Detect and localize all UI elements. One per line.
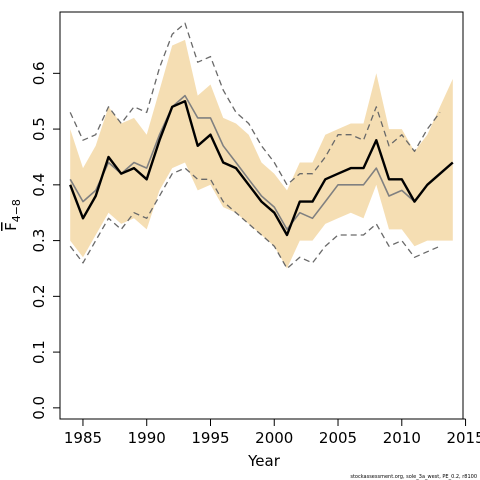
y-tick-label: 0.2 [30,284,48,308]
main-line [69,99,454,237]
y-tick-label: 0.3 [30,229,48,253]
x-tick-label: 2005 [319,429,357,447]
y-tick-label: 0.5 [30,117,48,141]
upper-dashed-line [69,22,441,186]
x-tick-label: 2000 [255,429,293,447]
svg-text:F4−8: F4−8 [2,199,23,231]
confidence-band [70,39,453,269]
x-tick-label: 1995 [191,429,229,447]
y-axis-title-subscript: 4−8 [10,199,23,222]
lower-dashed-line [69,167,441,270]
y-axis-title: F4−8 [2,199,23,231]
x-axis: 1985 1990 1995 2000 2005 2010 2015 [64,418,480,447]
secondary-line [69,94,416,231]
credit-text: stockassessment.org, sole_3a_west, PE_0.… [350,474,477,480]
x-tick-label: 1985 [64,429,102,447]
y-tick-label: 0.1 [30,340,48,364]
x-tick-label: 2015 [446,429,480,447]
y-tick-label: 0.0 [30,396,48,420]
y-tick-label: 0.4 [30,173,48,197]
x-tick-label: 2010 [383,429,421,447]
y-axis: 0.0 0.1 0.2 0.3 0.4 0.5 0.6 [30,61,61,420]
x-axis-title: Year [247,452,281,470]
plot-marks [69,22,454,270]
x-tick-label: 1990 [128,429,166,447]
y-tick-label: 0.6 [30,61,48,85]
y-axis-title-base: F [2,222,20,231]
